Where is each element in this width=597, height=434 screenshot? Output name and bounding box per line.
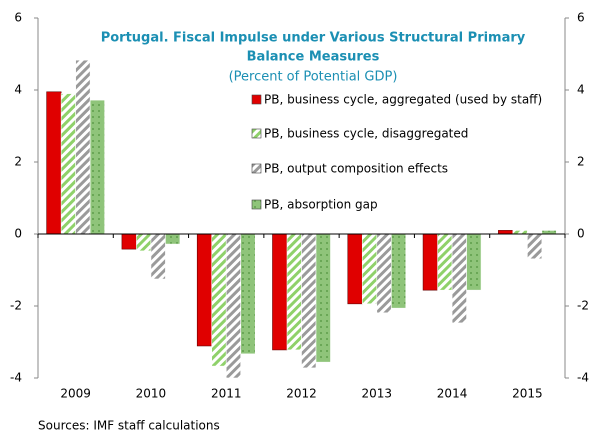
bar <box>46 91 62 235</box>
x-tick-label: 2013 <box>362 387 393 401</box>
legend-swatch <box>251 199 262 210</box>
legend-swatch <box>251 163 262 174</box>
chart-title: Portugal. Fiscal Impulse under Various S… <box>101 31 526 46</box>
x-tick-label: 2012 <box>286 387 317 401</box>
y-tick-label: -4 <box>10 371 22 385</box>
bar <box>60 93 76 235</box>
y2-tick-label: 4 <box>577 83 585 97</box>
bar <box>165 233 181 245</box>
chart-subtitle: (Percent of Potential GDP) <box>229 70 398 85</box>
bar <box>196 233 213 347</box>
chart-title: Balance Measures <box>247 50 380 65</box>
y-tick-label: -2 <box>10 299 22 313</box>
x-tick-label: 2014 <box>437 387 468 401</box>
bar <box>527 233 543 260</box>
bar <box>121 233 137 250</box>
bar <box>272 233 288 351</box>
y2-tick-label: 6 <box>577 11 585 25</box>
bar <box>315 233 331 363</box>
x-tick-label: 2015 <box>512 387 543 401</box>
bar <box>466 233 482 291</box>
bar <box>286 233 302 351</box>
y-tick-label: 4 <box>14 83 22 97</box>
legend-label: PB, output composition effects <box>264 162 448 176</box>
bar <box>390 233 407 309</box>
bar <box>301 233 317 369</box>
bar <box>89 99 105 235</box>
bar <box>541 230 557 235</box>
bar <box>437 233 453 291</box>
y2-tick-label: -2 <box>577 299 589 313</box>
legend-swatch <box>251 94 262 105</box>
legend-swatch <box>251 128 262 139</box>
legend-label: PB, business cycle, aggregated (used by … <box>264 93 542 107</box>
bar <box>376 233 392 314</box>
bar <box>240 233 256 355</box>
y2-tick-label: -4 <box>577 371 589 385</box>
x-tick-label: 2010 <box>136 387 167 401</box>
y2-tick-label: 2 <box>577 155 585 169</box>
bar <box>347 233 363 305</box>
bar <box>136 233 152 252</box>
y2-tick-label: 0 <box>577 227 585 241</box>
source-note: Sources: IMF staff calculations <box>38 419 220 433</box>
x-tick-label: 2011 <box>211 387 242 401</box>
bar <box>498 230 514 235</box>
y-tick-label: 0 <box>14 227 22 241</box>
y-tick-label: 6 <box>14 11 22 25</box>
bar <box>75 59 91 235</box>
bar <box>451 233 467 324</box>
bar <box>225 233 242 379</box>
bar <box>150 233 166 280</box>
bar <box>361 233 378 305</box>
legend-label: PB, business cycle, disaggregated <box>264 127 468 141</box>
bar <box>512 230 528 235</box>
bar <box>422 233 438 291</box>
bar <box>211 233 227 367</box>
legend-label: PB, absorption gap <box>264 198 378 212</box>
x-tick-label: 2009 <box>60 387 91 401</box>
y-tick-label: 2 <box>14 155 22 169</box>
